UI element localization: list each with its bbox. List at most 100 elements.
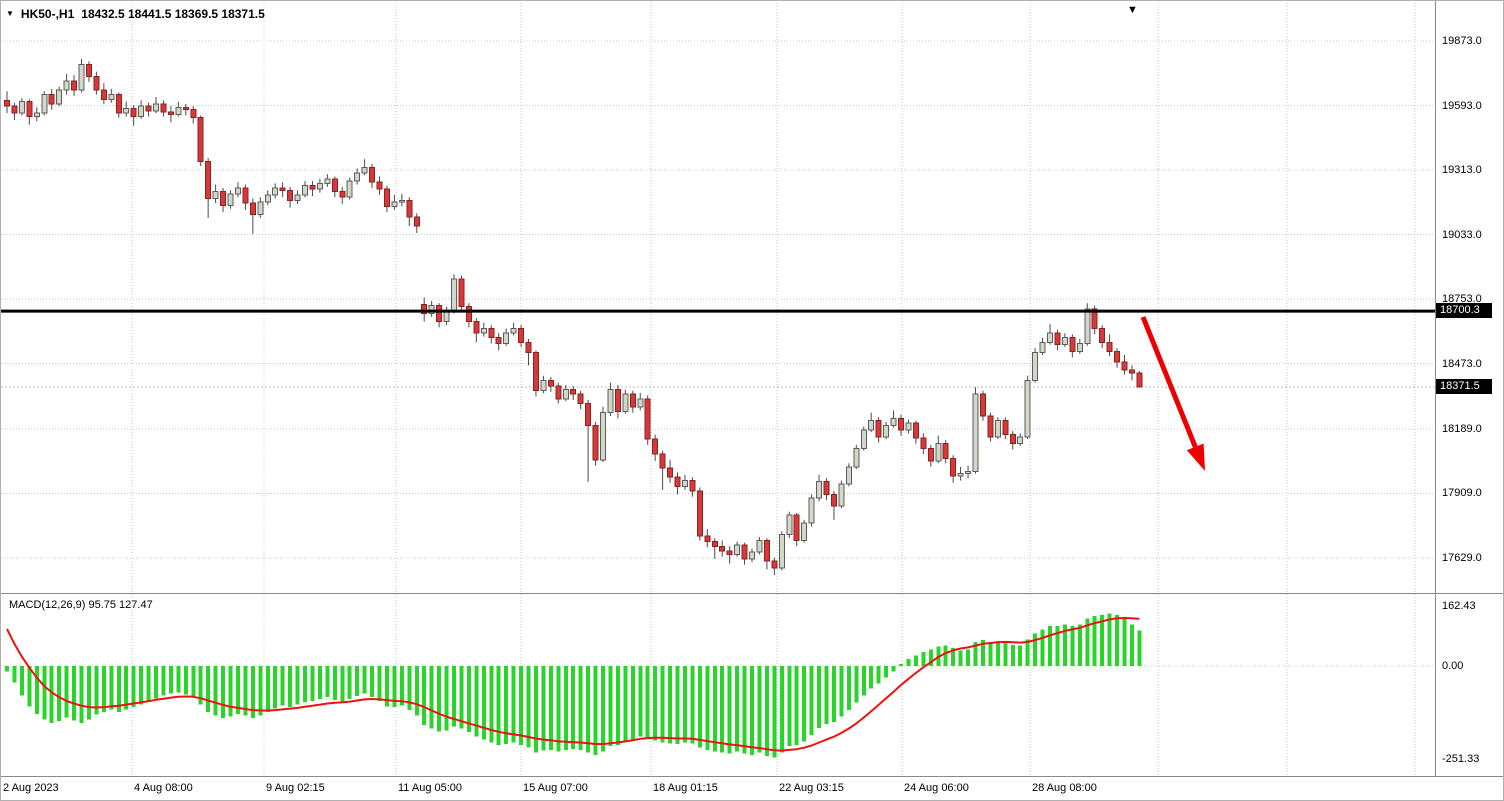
candle-body [443,310,450,323]
candle-body [912,422,919,439]
macd-histogram-bar [533,665,538,753]
macd-histogram-bar [27,665,32,707]
macd-histogram-bar [101,665,106,712]
time-tick-label: 9 Aug 02:15 [266,782,325,794]
trend-arrow-line[interactable] [1140,316,1198,448]
macd-histogram-bar [72,665,77,721]
candle-body [406,200,413,218]
candle-body [138,105,145,118]
macd-histogram-bar [265,665,270,712]
candle-body [585,402,592,426]
candle-body [257,201,264,215]
candle-body [78,64,85,91]
candle-body [182,106,189,111]
macd-histogram-bar [980,640,985,666]
collapse-triangle-icon[interactable]: ▼ [6,9,14,18]
candle-body [376,181,383,190]
macd-histogram-bar [869,665,874,689]
candle-body [734,544,741,555]
macd-histogram-bar [846,665,851,711]
candle-body [130,108,137,118]
macd-histogram-bar [198,665,203,705]
macd-histogram-bar [489,665,494,743]
macd-histogram-bar [422,665,427,725]
macd-histogram-bar [608,665,613,747]
macd-histogram-bar [578,665,583,750]
macd-histogram-bar [794,665,799,746]
macd-histogram-bar [12,665,17,683]
candle-body [331,178,338,192]
macd-histogram-bar [191,665,196,698]
candle-body [205,160,212,199]
candle-body [369,166,376,183]
candle-body [1106,341,1113,353]
candle-body [316,182,323,190]
macd-histogram-bar [288,665,293,708]
macd-histogram-bar [817,665,822,728]
macd-histogram-bar [34,665,39,714]
macd-histogram-bar [571,665,576,749]
candle-body [614,389,621,412]
macd-histogram-bar [332,665,337,700]
candle-body [607,389,614,414]
macd-histogram-bar [787,665,792,747]
macd-histogram-bar [377,665,382,701]
trend-arrow-head[interactable] [1186,443,1205,472]
candle-body [890,417,897,426]
macd-histogram-bar [839,665,844,717]
price-tick-label: 18473.0 [1442,357,1482,370]
time-marker-icon[interactable]: ▼ [1127,4,1138,16]
candle-body [11,105,18,114]
candle-body [1017,436,1024,445]
candle-body [249,202,256,215]
candle-body [600,412,606,461]
macd-histogram-bar [146,665,151,702]
candle-body [786,514,793,536]
macd-histogram-bar [310,665,315,701]
macd-histogram-bar [273,665,278,709]
macd-tick-label: 0.00 [1442,659,1464,672]
candle-body [763,539,770,562]
candle-body [637,398,644,408]
macd-histogram-bar [1010,645,1015,666]
candle-body [242,187,249,204]
macd-histogram-bar [697,665,702,748]
macd-histogram-bar [407,665,412,711]
macd-histogram-bar [384,665,389,707]
macd-histogram-bar [1048,626,1052,666]
candle-body [212,190,219,199]
macd-histogram-bar [347,665,352,700]
candle-body [495,337,502,345]
macd-histogram-bar [1107,613,1112,666]
macd-histogram-bar [1129,624,1134,666]
candle-body [294,194,301,202]
candle-body [279,187,286,191]
macd-histogram-bar [645,665,650,739]
macd-histogram-bar [154,665,158,699]
candle-body [480,328,487,334]
candle-body [749,551,755,560]
macd-histogram-bar [139,665,144,705]
macd-histogram-bar [511,665,516,743]
candle-body [160,103,167,113]
macd-histogram-bar [720,665,725,753]
candle-body [220,190,227,206]
macd-tick-label: 162.43 [1442,600,1476,612]
candle-body [1099,328,1106,343]
candle-body [41,94,48,114]
candle-body [592,424,599,461]
panel-splitter[interactable] [1,593,1503,594]
macd-histogram-bar [541,665,546,751]
macd-histogram-bar [1122,618,1127,666]
candle-body [272,187,279,196]
macd-histogram-bar [876,665,881,684]
macd-histogram-bar [899,664,903,666]
macd-histogram-bar [481,665,486,740]
resistance-level-badge: 18700.3 [1436,303,1492,319]
macd-histogram-bar [1115,615,1120,666]
macd-histogram-bar [705,665,710,750]
candle-body [510,328,517,334]
candle-body [167,111,174,115]
